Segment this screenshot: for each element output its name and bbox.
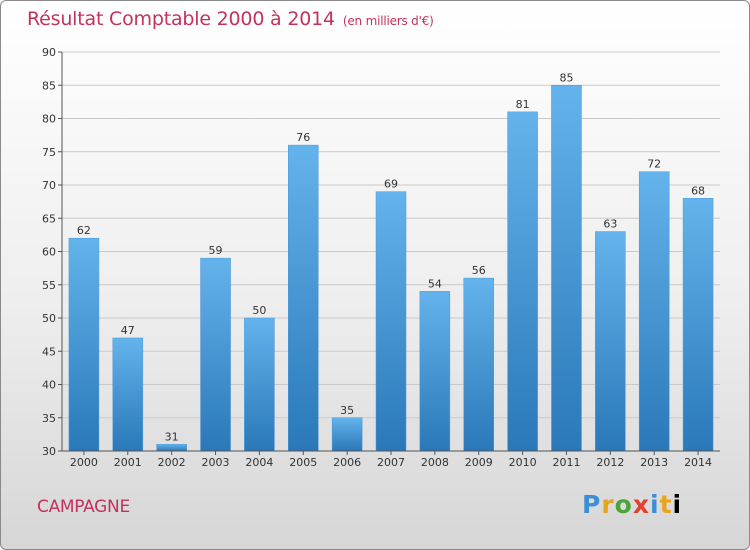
x-tick-label: 2013 xyxy=(640,456,668,469)
y-tick-label: 50 xyxy=(42,312,56,325)
bar-2007 xyxy=(375,191,407,452)
value-label: 62 xyxy=(77,224,91,237)
bar-2000 xyxy=(68,237,100,452)
bar-2001 xyxy=(112,337,144,452)
bar-2010 xyxy=(507,111,538,452)
y-tick-label: 40 xyxy=(42,379,56,392)
y-tick-label: 70 xyxy=(42,179,56,192)
value-label: 72 xyxy=(647,158,661,171)
chart-title-text: Résultat Comptable 2000 à 2014 xyxy=(27,8,335,30)
bar-2002 xyxy=(156,444,187,452)
chart-title: Résultat Comptable 2000 à 2014 (en millie… xyxy=(27,8,434,30)
x-tick-label: 2009 xyxy=(465,456,493,469)
bars xyxy=(68,85,714,452)
bar-2005 xyxy=(288,144,319,452)
value-label: 50 xyxy=(252,304,266,317)
value-label: 76 xyxy=(296,131,310,144)
y-tick-label: 30 xyxy=(42,445,56,458)
x-tick-label: 2010 xyxy=(509,456,537,469)
y-tick-label: 75 xyxy=(42,146,56,159)
bar-2014 xyxy=(682,198,714,452)
value-label: 56 xyxy=(472,264,486,277)
y-tick-label: 90 xyxy=(42,46,56,59)
bar-2006 xyxy=(331,417,363,452)
y-tick-label: 55 xyxy=(42,279,56,292)
y-tick-label: 80 xyxy=(42,113,56,126)
x-tick-label: 2014 xyxy=(684,456,712,469)
value-label: 31 xyxy=(165,430,179,443)
x-tick-label: 2003 xyxy=(202,456,230,469)
x-tick-label: 2011 xyxy=(552,456,580,469)
value-label: 35 xyxy=(340,404,354,417)
y-tick-label: 60 xyxy=(42,246,56,259)
proxiti-logo: Proxiti xyxy=(582,490,683,519)
y-tick-label: 85 xyxy=(42,79,56,92)
value-label: 68 xyxy=(691,184,705,197)
bar-2003 xyxy=(200,257,231,452)
axes xyxy=(58,51,720,455)
value-label: 47 xyxy=(121,324,135,337)
x-tick-label: 2012 xyxy=(596,456,624,469)
value-label: 59 xyxy=(209,244,223,257)
labels: 30 35 40 45 50 55 60 65 70 75 80 85 90 62 2000 47 2001 31… xyxy=(42,46,712,469)
y-tick-label: 45 xyxy=(42,345,56,358)
chart-subtitle: (en milliers d'€) xyxy=(342,14,434,28)
value-label: 69 xyxy=(384,178,398,191)
bar-2011 xyxy=(551,85,582,452)
commune-name: CAMPAGNE xyxy=(37,497,130,517)
y-tick-label: 35 xyxy=(42,412,56,425)
x-tick-label: 2002 xyxy=(158,456,186,469)
x-tick-label: 2006 xyxy=(333,456,361,469)
value-label: 81 xyxy=(516,98,530,111)
x-tick-label: 2008 xyxy=(421,456,449,469)
bar-2009 xyxy=(463,277,494,452)
x-tick-label: 2004 xyxy=(245,456,273,469)
x-tick-label: 2001 xyxy=(114,456,142,469)
y-tick-label: 65 xyxy=(42,212,56,225)
value-label: 63 xyxy=(603,218,617,231)
x-tick-label: 2007 xyxy=(377,456,405,469)
bar-2013 xyxy=(638,171,670,452)
x-tick-label: 2005 xyxy=(289,456,317,469)
x-tick-label: 2000 xyxy=(70,456,98,469)
value-label: 85 xyxy=(559,71,573,84)
bar-2004 xyxy=(244,317,275,452)
bar-2008 xyxy=(419,291,451,452)
bar-2012 xyxy=(595,231,626,452)
value-label: 54 xyxy=(428,277,442,290)
